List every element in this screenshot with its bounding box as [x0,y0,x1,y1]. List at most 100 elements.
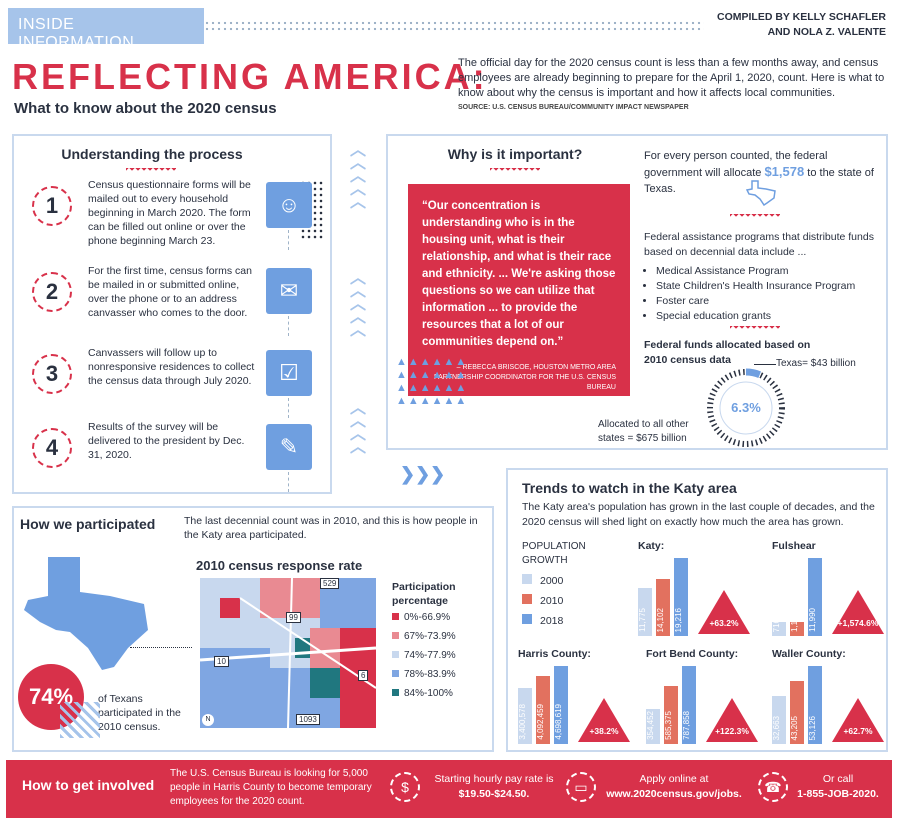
bar-value: 1,169 [790,611,799,632]
bar-value: 585,375 [664,711,673,740]
chevron-column-3: ︿ ︿ ︿ ︿ [340,401,376,456]
katy-response-map: 529 99 10 6 1093 N [200,578,376,728]
growth-legend-title: POPULATION GROWTH [522,541,586,566]
bar-value: 32,663 [772,715,781,740]
road-label: 10 [214,656,229,667]
step-connector [288,316,289,336]
allocation-amount: $1,578 [764,164,805,179]
importance-zigzag [490,168,540,174]
big-percent-circle: 74% [18,664,84,730]
bar: 32,663 [772,696,786,744]
byline: COMPILED BY KELLY SCHAFLER AND NOLA Z. V… [706,10,886,40]
apply-url[interactable]: www.2020census.gov/jobs. [606,788,742,800]
step-number: 1 [32,186,72,226]
legend-swatch [392,632,399,639]
map-connector [130,647,192,648]
growth-value: +1,574.6% [837,618,879,628]
people-icon: ☺ [266,182,312,228]
year-legend-item: 2018 [522,614,622,634]
program-item: State Children's Health Insurance Progra… [656,279,886,294]
program-item: Medical Assistance Program [656,264,886,279]
growth-value: +122.3% [715,726,749,736]
step-text: Results of the survey will be delivered … [88,421,245,461]
step-text: Census questionnaire forms will be maile… [88,179,251,247]
bar: 585,375 [664,686,678,744]
program-item: Special education grants [656,309,886,324]
year-swatch [522,594,532,604]
programs-intro: Federal assistance programs that distrib… [644,231,874,258]
bar: 716 [772,618,786,636]
growth-triangle [832,698,884,742]
chevron-column-1: ︿ ︿ ︿ ︿ ︿ [340,142,376,211]
participation-title: How we participated [20,516,156,532]
byline-line-1: COMPILED BY KELLY SCHAFLER [717,11,886,23]
bar-value: 787,858 [682,711,691,740]
intro-text: The official day for the 2020 census cou… [458,57,885,99]
legend-swatch [392,613,399,620]
triangle-pattern: ▲▲▲▲▲▲ ▲▲▲▲▲▲ ▲▲▲▲▲▲ ▲▲▲▲▲▲ [396,356,468,407]
bar: 4,092,459 [536,676,550,744]
quote-text: “Our concentration is understanding who … [422,200,616,348]
year-legend: 2000 2010 2018 [522,574,622,634]
clipboard-icon: ☑ [266,350,312,396]
region-chart: 354,452 585,375 787,858 [646,666,706,744]
year-swatch [522,574,532,584]
pay-value: $19.50-$24.50. [458,788,530,800]
pay-label: Starting hourly pay rate is [434,773,554,785]
pointer-line [754,364,776,365]
region-name: Harris County: [518,648,591,660]
allocation-text: For every person counted, the federal go… [644,148,878,197]
legend-label: 74%-77.9% [404,650,456,661]
mailbox-icon: ✉ [266,268,312,314]
call-number[interactable]: 1-855-JOB-2020. [797,788,879,800]
apply-label: Apply online at [639,773,709,785]
legend-label: 84%-100% [404,688,453,699]
step-text: Canvassers will follow up to nonresponsi… [88,347,255,387]
legend-swatch [392,651,399,658]
region-name: Fort Bend County: [646,648,739,660]
legend-item: 84%-100% [392,688,482,707]
funds-pct: 6.3% [731,400,761,415]
footer-text: The U.S. Census Bureau is looking for 5,… [170,768,372,807]
program-item: Foster care [656,294,886,309]
region-chart: 11,775 14,102 19,216 [638,558,698,636]
bar-value: 3,400,578 [518,704,527,740]
trends-panel [506,468,888,752]
byline-line-2: AND NOLA Z. VALENTE [767,26,886,38]
year-legend-item: 2000 [522,574,622,594]
bar-value: 19,216 [674,607,683,632]
texas-funds-label: Texas= $43 billion [776,358,856,369]
region-chart: 716 1,169 11,990 [772,558,832,636]
importance-title: Why is it important? [447,146,583,162]
bar: 3,400,578 [518,688,532,744]
year-label: 2010 [540,595,564,607]
legend-label: 78%-83.9% [404,669,456,680]
quote-box: “Our concentration is understanding who … [408,184,630,396]
bar-value: 11,990 [808,608,817,632]
legend-swatch [392,670,399,677]
texas-outline-icon [745,180,776,207]
chevron-up-icon: ︿ ︿ ︿ ︿ ︿ [349,142,366,211]
road-label: 6 [358,670,369,681]
process-zigzag [126,168,176,174]
bar: 11,990 [808,558,822,636]
region-chart: 32,663 43,205 53,126 [772,666,832,744]
year-legend-item: 2010 [522,594,622,614]
bar-value: 354,452 [646,711,655,740]
north-indicator: N [202,714,214,726]
bar: 4,698,619 [554,666,568,744]
chevron-up-icon: ︿ ︿ ︿ ︿ ︿ [349,270,366,339]
call-label: Or call [822,773,854,785]
region-chart: 3,400,578 4,092,459 4,698,619 [518,666,578,744]
bar: 1,169 [790,612,804,636]
legend-label: 67%-73.9% [404,631,456,642]
legend-label: 0%-66.9% [404,612,451,623]
step-number: 4 [32,428,72,468]
legend-item: 67%-73.9% [392,631,482,650]
bar-value: 716 [772,618,781,632]
step-text: For the first time, census forms can be … [88,265,252,319]
quote-attribution: – REBECCA BRISCOE, HOUSTON METRO AREA PA… [433,364,616,391]
footer-title: How to get involved [22,777,155,793]
road-label: 99 [286,612,301,623]
source-line: SOURCE: U.S. CENSUS BUREAU/COMMUNITY IMP… [458,104,689,111]
